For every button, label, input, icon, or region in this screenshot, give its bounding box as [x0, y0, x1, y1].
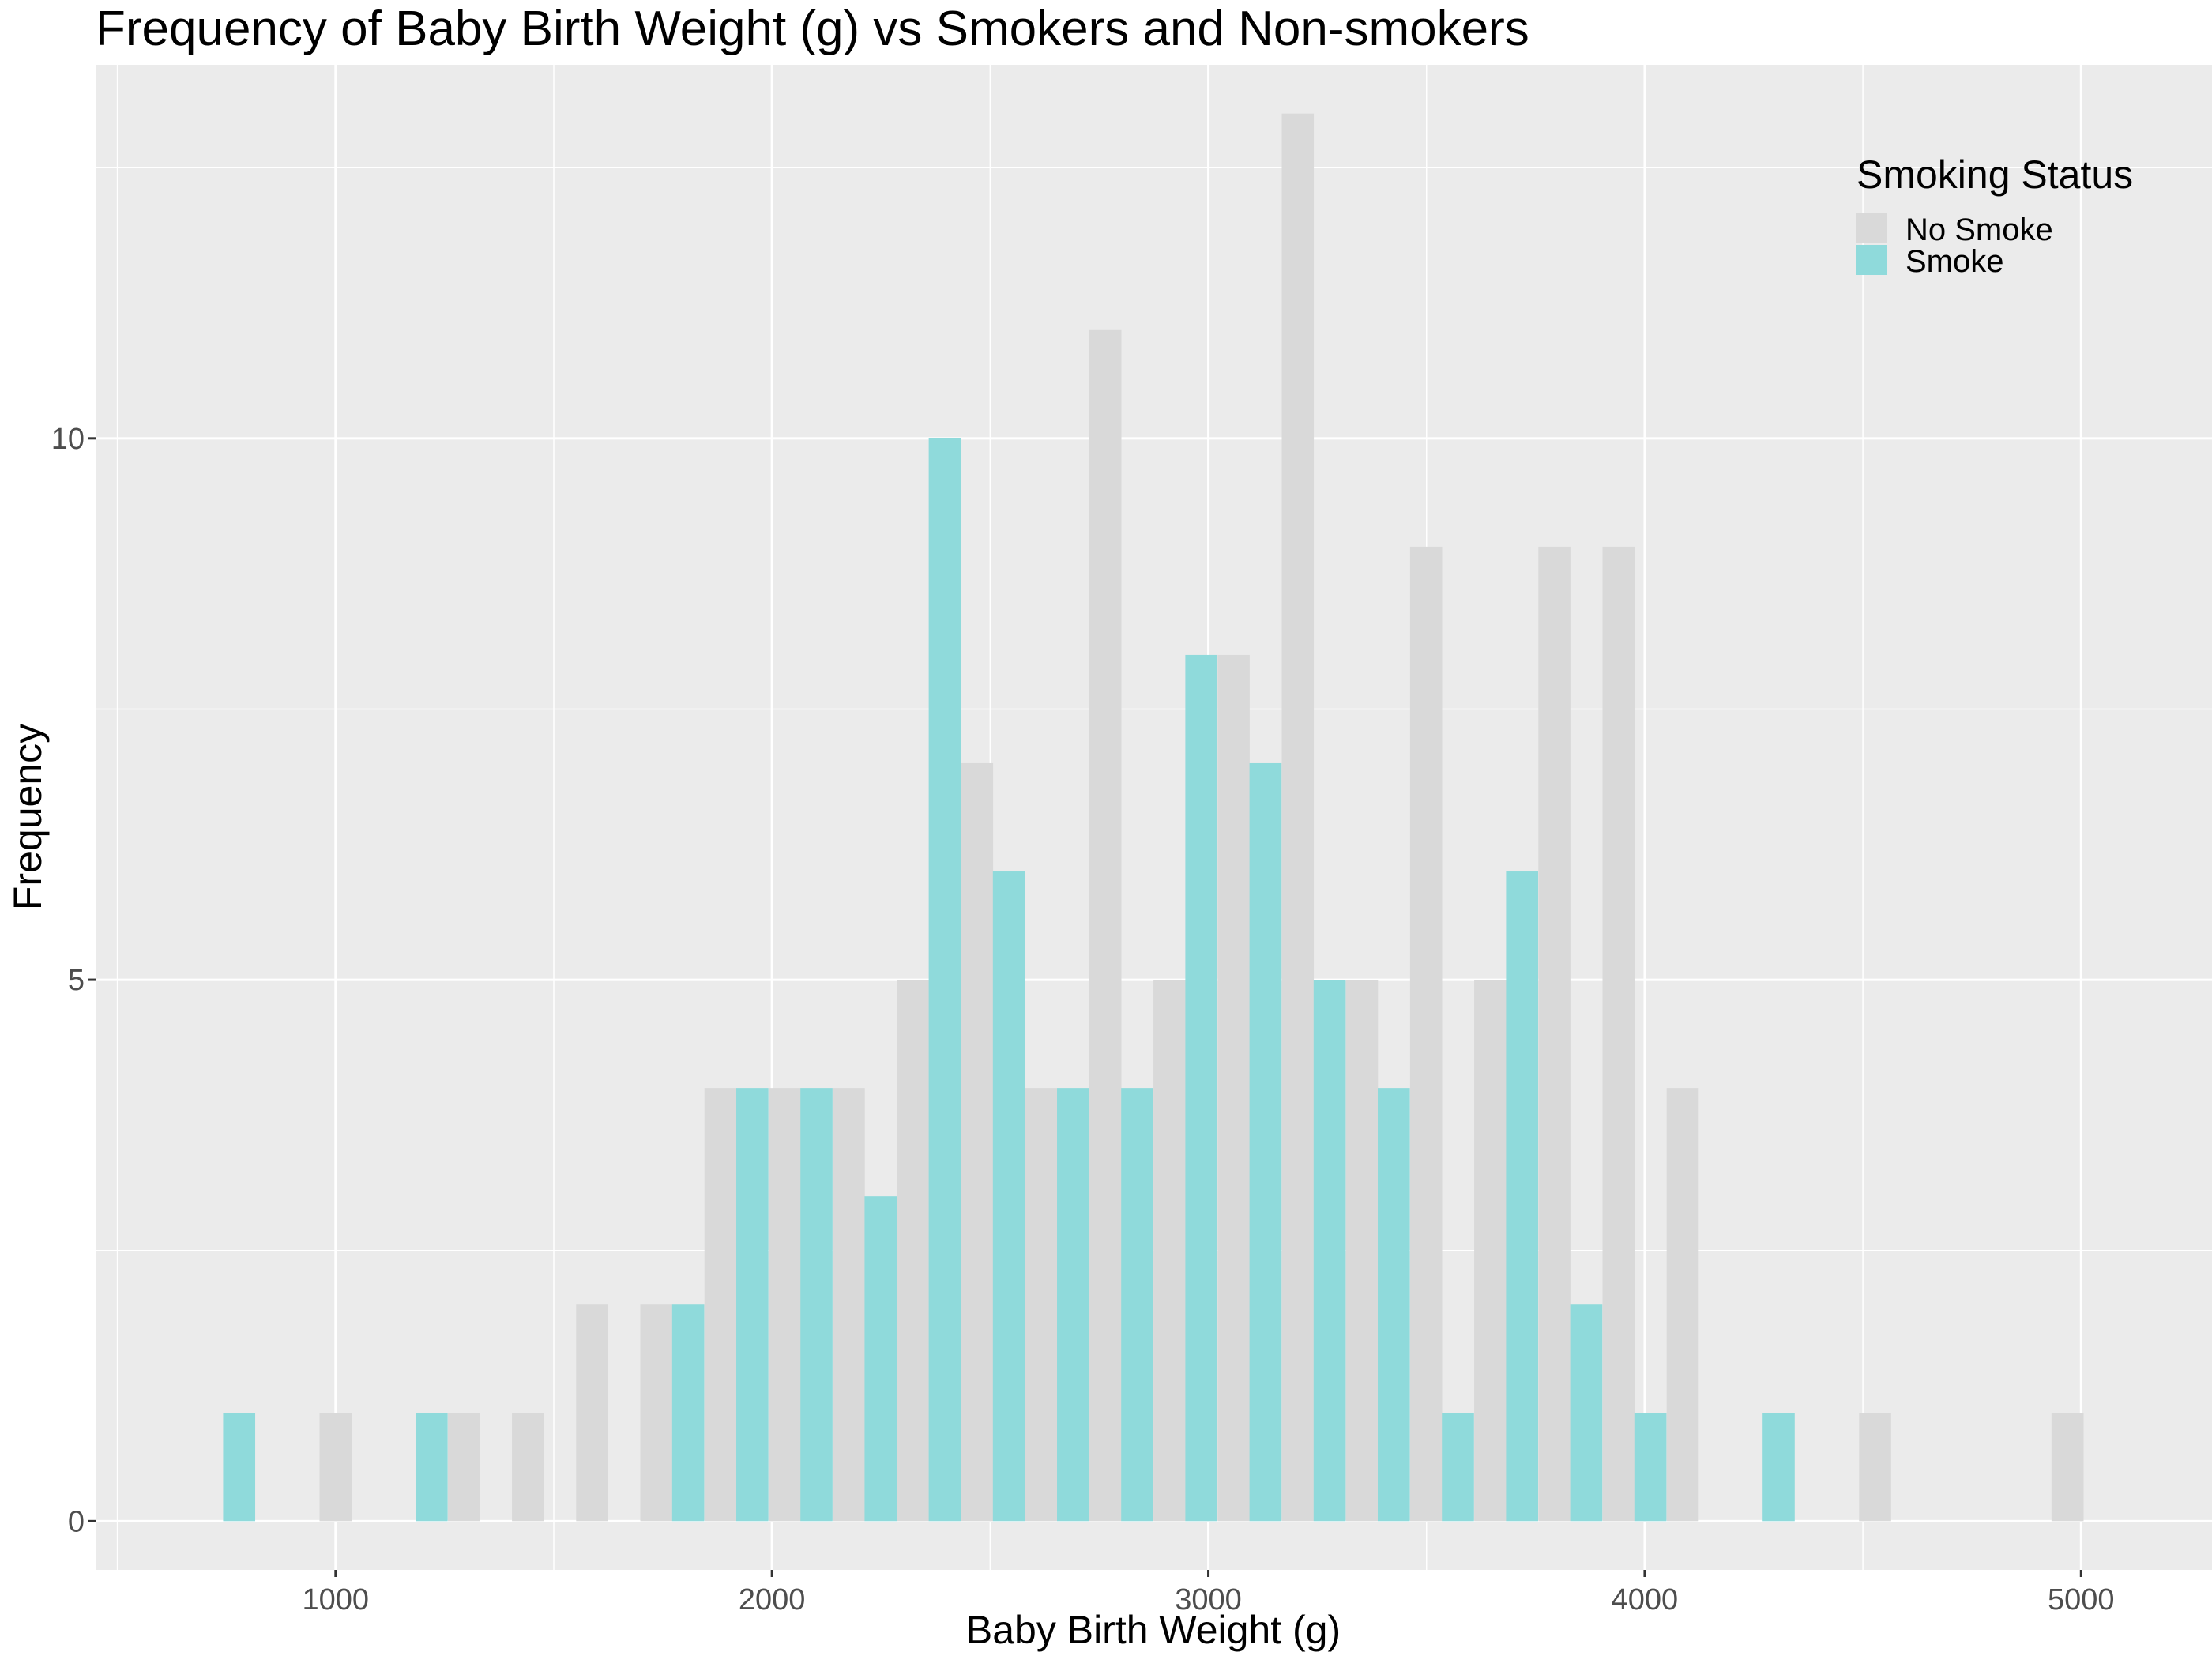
x-tick-label-3: 4000 [1612, 1583, 1679, 1616]
bar-smoke-9 [1121, 1088, 1153, 1521]
x-axis-title: Baby Birth Weight (g) [966, 1608, 1341, 1652]
x-tick-label-4: 5000 [2048, 1583, 2115, 1616]
bar-no-smoke-10 [1025, 1088, 1058, 1521]
bar-smoke-16 [1571, 1304, 1603, 1521]
bar-smoke-17 [1635, 1413, 1667, 1521]
bar-no-smoke-12 [1153, 980, 1186, 1521]
x-tick-label-0: 1000 [303, 1583, 370, 1616]
bar-no-smoke-6 [769, 1088, 801, 1521]
y-axis-title: Frequency [6, 724, 50, 910]
bar-smoke-1 [416, 1413, 448, 1521]
y-axis-ticks: 0 5 10 [51, 423, 96, 1539]
bar-smoke-5 [864, 1196, 897, 1521]
bar-no-smoke-7 [833, 1088, 865, 1521]
bar-no-smoke-8 [897, 980, 929, 1521]
legend-swatch-smoke [1856, 245, 1887, 275]
bar-smoke-3 [736, 1088, 769, 1521]
bar-no-smoke-1 [448, 1413, 480, 1521]
bar-smoke-11 [1250, 763, 1282, 1521]
bar-no-smoke-0 [320, 1413, 352, 1521]
bar-smoke-4 [800, 1088, 833, 1521]
bar-no-smoke-2 [512, 1413, 544, 1521]
bar-no-smoke-18 [1538, 547, 1571, 1521]
legend-title: Smoking Status [1856, 152, 2133, 197]
bar-no-smoke-5 [705, 1088, 737, 1521]
bar-no-smoke-21 [1859, 1413, 1891, 1521]
bar-smoke-15 [1506, 871, 1538, 1521]
bar-no-smoke-22 [2052, 1413, 2084, 1521]
bar-smoke-14 [1442, 1413, 1474, 1521]
y-tick-label-0: 0 [68, 1505, 85, 1538]
bar-no-smoke-17 [1474, 980, 1507, 1521]
bar-smoke-18 [1762, 1413, 1795, 1521]
bar-no-smoke-20 [1667, 1088, 1699, 1521]
y-tick-label-1: 5 [68, 964, 85, 997]
bar-no-smoke-3 [576, 1304, 608, 1521]
bar-smoke-2 [672, 1304, 705, 1521]
x-tick-label-1: 2000 [739, 1583, 806, 1616]
bar-smoke-12 [1314, 980, 1346, 1521]
bar-smoke-8 [1057, 1088, 1089, 1521]
bar-no-smoke-16 [1410, 547, 1443, 1521]
bar-smoke-0 [223, 1413, 255, 1521]
bar-no-smoke-13 [1217, 655, 1250, 1521]
bar-smoke-10 [1185, 655, 1217, 1521]
legend-swatch-no-smoke [1856, 213, 1887, 243]
bar-no-smoke-19 [1602, 547, 1635, 1521]
bar-smoke-13 [1378, 1088, 1410, 1521]
bar-smoke-6 [929, 438, 961, 1522]
bar-no-smoke-15 [1346, 980, 1379, 1521]
bar-no-smoke-11 [1089, 330, 1122, 1522]
bar-no-smoke-14 [1281, 114, 1314, 1522]
bar-smoke-7 [993, 871, 1025, 1521]
chart-title: Frequency of Baby Birth Weight (g) vs Sm… [96, 2, 1529, 56]
legend-label-no-smoke: No Smoke [1905, 213, 2053, 247]
bar-no-smoke-4 [640, 1304, 672, 1521]
bar-no-smoke-9 [961, 763, 993, 1521]
legend-label-smoke: Smoke [1905, 244, 2004, 279]
y-tick-label-2: 10 [51, 423, 85, 456]
